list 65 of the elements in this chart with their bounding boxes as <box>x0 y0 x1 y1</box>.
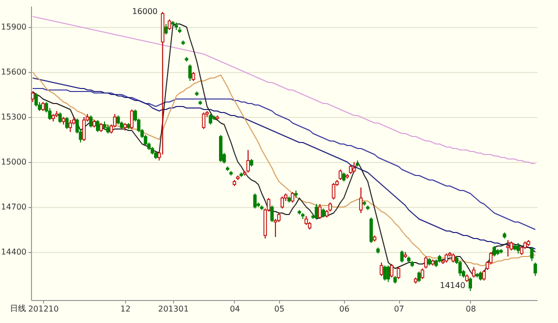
candlestick <box>390 264 394 278</box>
candlestick <box>400 250 404 263</box>
candlestick <box>314 204 318 220</box>
candlestick <box>359 187 363 214</box>
annotation: 16000 <box>132 7 158 16</box>
candlestick <box>458 260 462 276</box>
candlestick <box>318 204 322 220</box>
candlestick <box>492 246 496 257</box>
candlestick <box>270 205 274 222</box>
candlestick <box>246 150 250 173</box>
candlestick <box>468 277 472 292</box>
x-tick-label: 201210 <box>28 304 59 314</box>
line-series <box>32 16 536 164</box>
candlestick <box>208 114 212 125</box>
candlestick <box>58 112 62 124</box>
candlestick <box>417 271 421 282</box>
candlestick <box>130 109 134 130</box>
candlestick <box>420 268 424 280</box>
line-series <box>32 88 536 230</box>
candlestick <box>65 116 69 130</box>
candlestick <box>534 262 537 276</box>
candlestick <box>482 270 486 281</box>
candlestick <box>280 196 284 209</box>
candlestick <box>68 120 72 132</box>
x-tick-label: 08 <box>466 304 476 314</box>
candlestick <box>332 182 336 200</box>
x-tick-label: 04 <box>230 304 240 314</box>
y-tick-label: 15600 <box>1 68 26 76</box>
candlestick <box>202 112 206 130</box>
x-tick-label: 12 <box>120 304 131 314</box>
candlestick <box>386 265 390 282</box>
x-tick-label: 05 <box>274 304 284 314</box>
candlestick <box>369 217 373 244</box>
candlestick <box>530 247 534 262</box>
candlestick <box>290 192 294 203</box>
candlestick <box>34 92 38 107</box>
candlestick <box>424 256 428 269</box>
candlestick <box>516 242 520 254</box>
candlestick <box>380 262 384 276</box>
candlestick <box>338 169 342 180</box>
candlestick <box>188 64 192 82</box>
x-tick-label: 07 <box>394 304 404 314</box>
candlestick <box>383 265 387 281</box>
candlestick <box>253 193 257 209</box>
candlestick <box>164 24 168 35</box>
candlestick <box>89 115 93 128</box>
y-tick-label: 15300 <box>1 112 26 122</box>
candlestick <box>168 19 172 30</box>
y-tick-label: 14700 <box>1 202 26 212</box>
y-tick-label: 15900 <box>1 22 26 32</box>
y-tick-label: 15000 <box>1 158 26 166</box>
x-tick-label: 06 <box>339 304 350 314</box>
candlestick <box>96 120 100 132</box>
candlestick <box>82 116 86 142</box>
candlestick <box>472 266 476 278</box>
x-tick-label: 201301 <box>158 304 189 314</box>
annotation: 14140 <box>440 281 466 290</box>
candlestick <box>31 91 34 102</box>
candlestick <box>219 134 222 162</box>
text: 日线 <box>10 304 26 313</box>
y-tick-label: 14400 <box>1 248 26 256</box>
candlestick <box>396 266 400 280</box>
line-series <box>32 24 536 276</box>
candlestick <box>506 240 510 257</box>
candlestick <box>352 162 356 173</box>
